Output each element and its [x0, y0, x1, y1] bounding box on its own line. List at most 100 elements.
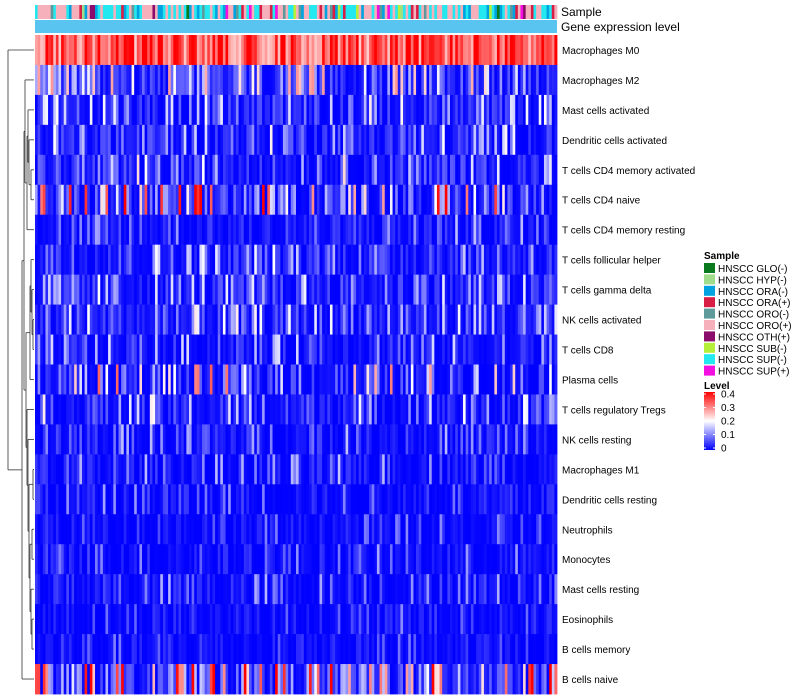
heatmap-cell [418, 35, 422, 66]
heatmap-cell [170, 424, 174, 455]
heatmap-cell [337, 604, 341, 635]
heatmap-cell [405, 544, 409, 575]
sample-cell [53, 5, 57, 19]
heatmap-cell [520, 514, 524, 545]
heatmap-cell [442, 184, 446, 216]
heatmap-cell [543, 574, 547, 605]
heatmap-cell [473, 604, 477, 635]
heatmap-cell [382, 634, 386, 665]
heatmap-cell [243, 664, 247, 695]
heatmap-cell [457, 394, 461, 425]
heatmap-cell [89, 35, 93, 66]
heatmap-cell [144, 184, 148, 216]
heatmap-cell [434, 604, 438, 635]
heatmap-cell [84, 424, 88, 455]
sample-cell [520, 5, 524, 19]
heatmap-cell [483, 544, 487, 575]
heatmap-cell [251, 154, 255, 186]
heatmap-cell [309, 484, 313, 515]
heatmap-cell [525, 35, 529, 66]
heatmap-cell [230, 304, 234, 335]
heatmap-cell [342, 64, 346, 96]
heatmap-cell [246, 214, 250, 246]
heatmap-cell [392, 124, 396, 156]
heatmap-cell [329, 244, 333, 276]
heatmap-cell [463, 544, 467, 575]
heatmap-cell [382, 484, 386, 515]
heatmap-cell [241, 304, 245, 335]
heatmap-cell [348, 184, 352, 216]
heatmap-cell [465, 124, 469, 156]
heatmap-cell [389, 454, 393, 485]
sample-cell [280, 5, 284, 19]
heatmap-cell [332, 664, 336, 695]
heatmap-cell [118, 574, 122, 605]
heatmap-cell [228, 604, 232, 635]
heatmap-cell [215, 64, 219, 96]
heatmap-cell [397, 154, 401, 186]
heatmap-cell [296, 304, 300, 335]
heatmap-cell [523, 214, 527, 246]
heatmap-cell [275, 454, 279, 485]
heatmap-cell [262, 304, 266, 335]
heatmap-cell [97, 514, 101, 545]
heatmap-cell [517, 364, 521, 395]
heatmap-cell [126, 304, 130, 335]
heatmap-cell [554, 304, 558, 335]
heatmap-cell [298, 274, 302, 305]
heatmap-cell [353, 424, 357, 455]
heatmap-cell [162, 304, 166, 335]
heatmap-cell [298, 94, 302, 126]
heatmap-cell [128, 364, 132, 395]
heatmap-cell [230, 184, 234, 216]
heatmap-cell [507, 274, 511, 305]
heatmap-cell [63, 154, 67, 186]
heatmap-cell [196, 94, 200, 126]
heatmap-cell [275, 154, 279, 186]
heatmap-cell [397, 64, 401, 96]
heatmap-cell [251, 214, 255, 246]
heatmap-cell [387, 124, 391, 156]
heatmap-cell [481, 94, 485, 126]
heatmap-cell [194, 544, 198, 575]
heatmap-cell [207, 334, 211, 365]
heatmap-cell [389, 514, 393, 545]
legend-sample-label: HNSCC SUP(-) [718, 355, 787, 366]
heatmap-cell [220, 454, 224, 485]
heatmap-cell [196, 334, 200, 365]
heatmap-cell [298, 634, 302, 665]
row-label: T cells CD4 memory resting [562, 226, 685, 237]
heatmap-cell [45, 35, 49, 66]
heatmap-cell [363, 214, 367, 246]
heatmap-cell [282, 574, 286, 605]
heatmap-cell [105, 214, 109, 246]
heatmap-cell [254, 94, 258, 126]
heatmap-cell [510, 184, 514, 216]
heatmap-cell [121, 94, 125, 126]
heatmap-cell [45, 64, 49, 96]
heatmap-cell [277, 214, 281, 246]
heatmap-cell [102, 484, 106, 515]
heatmap-cell [303, 35, 307, 66]
heatmap-cell [235, 634, 239, 665]
heatmap-cell [350, 454, 354, 485]
heatmap-cell [319, 304, 323, 335]
heatmap-cell [387, 364, 391, 395]
heatmap-cell [481, 334, 485, 365]
heatmap-cell [45, 394, 49, 425]
heatmap-cell [293, 124, 297, 156]
heatmap-cell [136, 124, 140, 156]
heatmap-cell [181, 304, 185, 335]
heatmap-cell [311, 124, 315, 156]
heatmap-cell [183, 454, 187, 485]
heatmap-cell [134, 214, 138, 246]
heatmap-cell [191, 604, 195, 635]
heatmap-cell [262, 35, 266, 66]
heatmap-cell [483, 424, 487, 455]
heatmap-cell [126, 664, 130, 695]
heatmap-cell [92, 604, 96, 635]
heatmap-cell [76, 334, 80, 365]
heatmap-cell [322, 664, 326, 695]
heatmap-cell [476, 364, 480, 395]
heatmap-cell [520, 334, 524, 365]
